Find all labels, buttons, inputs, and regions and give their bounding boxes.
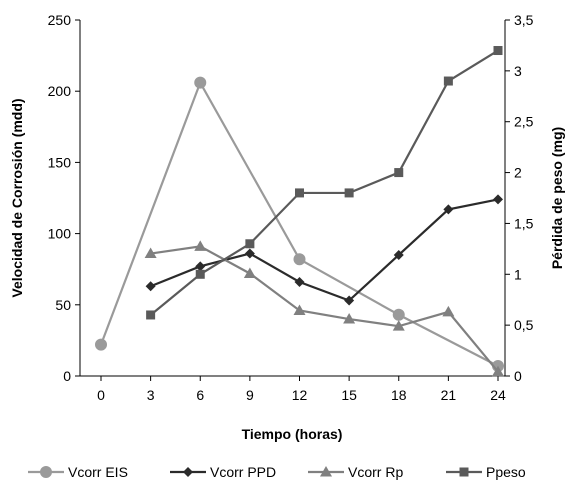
data-point [394, 168, 404, 178]
y-left-tick-label: 50 [55, 297, 71, 313]
data-point [442, 305, 455, 317]
y-left-tick-label: 0 [63, 368, 71, 384]
y-right-tick-label: 0,5 [514, 317, 534, 333]
legend-item: Vcorr PPD [170, 464, 276, 480]
data-point [492, 365, 504, 377]
x-tick-label: 21 [441, 387, 457, 403]
series-line [150, 198, 499, 302]
x-tick-label: 9 [246, 387, 254, 403]
series-layer [95, 46, 504, 377]
series-line [99, 80, 499, 368]
y-left-tick-label: 100 [48, 226, 72, 242]
y-right-tick-label: 3,5 [514, 12, 534, 28]
legend: Vcorr EIS Vcorr PPD Vcorr Rp Ppeso [28, 464, 526, 480]
data-point [295, 188, 304, 198]
x-tick-label: 18 [391, 387, 407, 403]
data-point [245, 239, 255, 249]
y-left-tick-label: 250 [48, 12, 72, 28]
data-point [344, 295, 355, 306]
y-right-tick-label: 2 [514, 165, 522, 181]
series-line [150, 245, 499, 373]
data-point [493, 46, 503, 56]
data-point [294, 277, 305, 288]
data-point [195, 261, 206, 272]
legend-label: Vcorr PPD [210, 464, 276, 480]
data-point [343, 313, 356, 324]
data-point [293, 304, 306, 315]
data-point [393, 249, 404, 260]
legend-item: Ppeso [446, 464, 526, 480]
y-axis-right-ticks: 0 0,5 1 1,5 2 2,5 3 3,5 [505, 12, 534, 384]
data-point [243, 267, 256, 278]
x-tick-label: 0 [97, 387, 105, 403]
legend-item: Vcorr Rp [308, 464, 403, 480]
data-point [244, 248, 255, 259]
data-point [293, 253, 306, 266]
data-point [392, 320, 405, 331]
y-axis-right-title: Pérdida de peso (mg) [549, 127, 565, 269]
data-point [443, 76, 453, 86]
data-point [443, 204, 454, 215]
series-vcorr-ppd [145, 194, 503, 306]
y-right-tick-label: 0 [514, 368, 522, 384]
data-point [194, 76, 207, 89]
series-vcorr-eis [95, 76, 504, 373]
x-tick-label: 3 [147, 387, 155, 403]
series-ppeso [146, 46, 503, 320]
series-line [149, 49, 499, 316]
y-right-tick-label: 3 [514, 63, 522, 79]
data-point [95, 338, 107, 351]
legend-marker [183, 467, 193, 477]
legend-label: Ppeso [486, 464, 526, 480]
legend-label: Vcorr EIS [68, 464, 128, 480]
y-right-tick-label: 1,5 [514, 215, 534, 231]
x-tick-label: 6 [196, 387, 204, 403]
data-point [146, 310, 156, 320]
legend-marker [40, 466, 52, 478]
y-left-tick-label: 200 [48, 83, 72, 99]
legend-marker [459, 467, 469, 477]
data-point [144, 247, 157, 259]
x-tick-label: 24 [490, 387, 506, 403]
data-point [344, 188, 354, 198]
y-left-tick-label: 150 [48, 154, 72, 170]
data-point [493, 194, 503, 205]
legend-item: Vcorr EIS [28, 464, 128, 480]
x-tick-label: 15 [341, 387, 357, 403]
data-point [392, 308, 405, 321]
y-right-tick-label: 1 [514, 266, 522, 282]
y-axis-left-title: Velocidad de Corrosión (mdd) [9, 98, 25, 297]
y-axis-left-ticks: 0 50 100 150 200 250 [48, 12, 80, 384]
x-tick-label: 12 [292, 387, 308, 403]
data-point [194, 240, 207, 251]
legend-label: Vcorr Rp [348, 464, 403, 480]
x-axis-ticks: 0 3 6 9 12 15 18 21 24 [97, 376, 506, 403]
plot-area [79, 20, 506, 377]
y-right-tick-label: 2,5 [514, 114, 534, 130]
data-point [145, 281, 156, 292]
data-point [195, 269, 205, 279]
x-axis-title: Tiempo (horas) [242, 426, 343, 442]
legend-marker [320, 466, 332, 477]
series-vcorr-rp [144, 240, 504, 377]
